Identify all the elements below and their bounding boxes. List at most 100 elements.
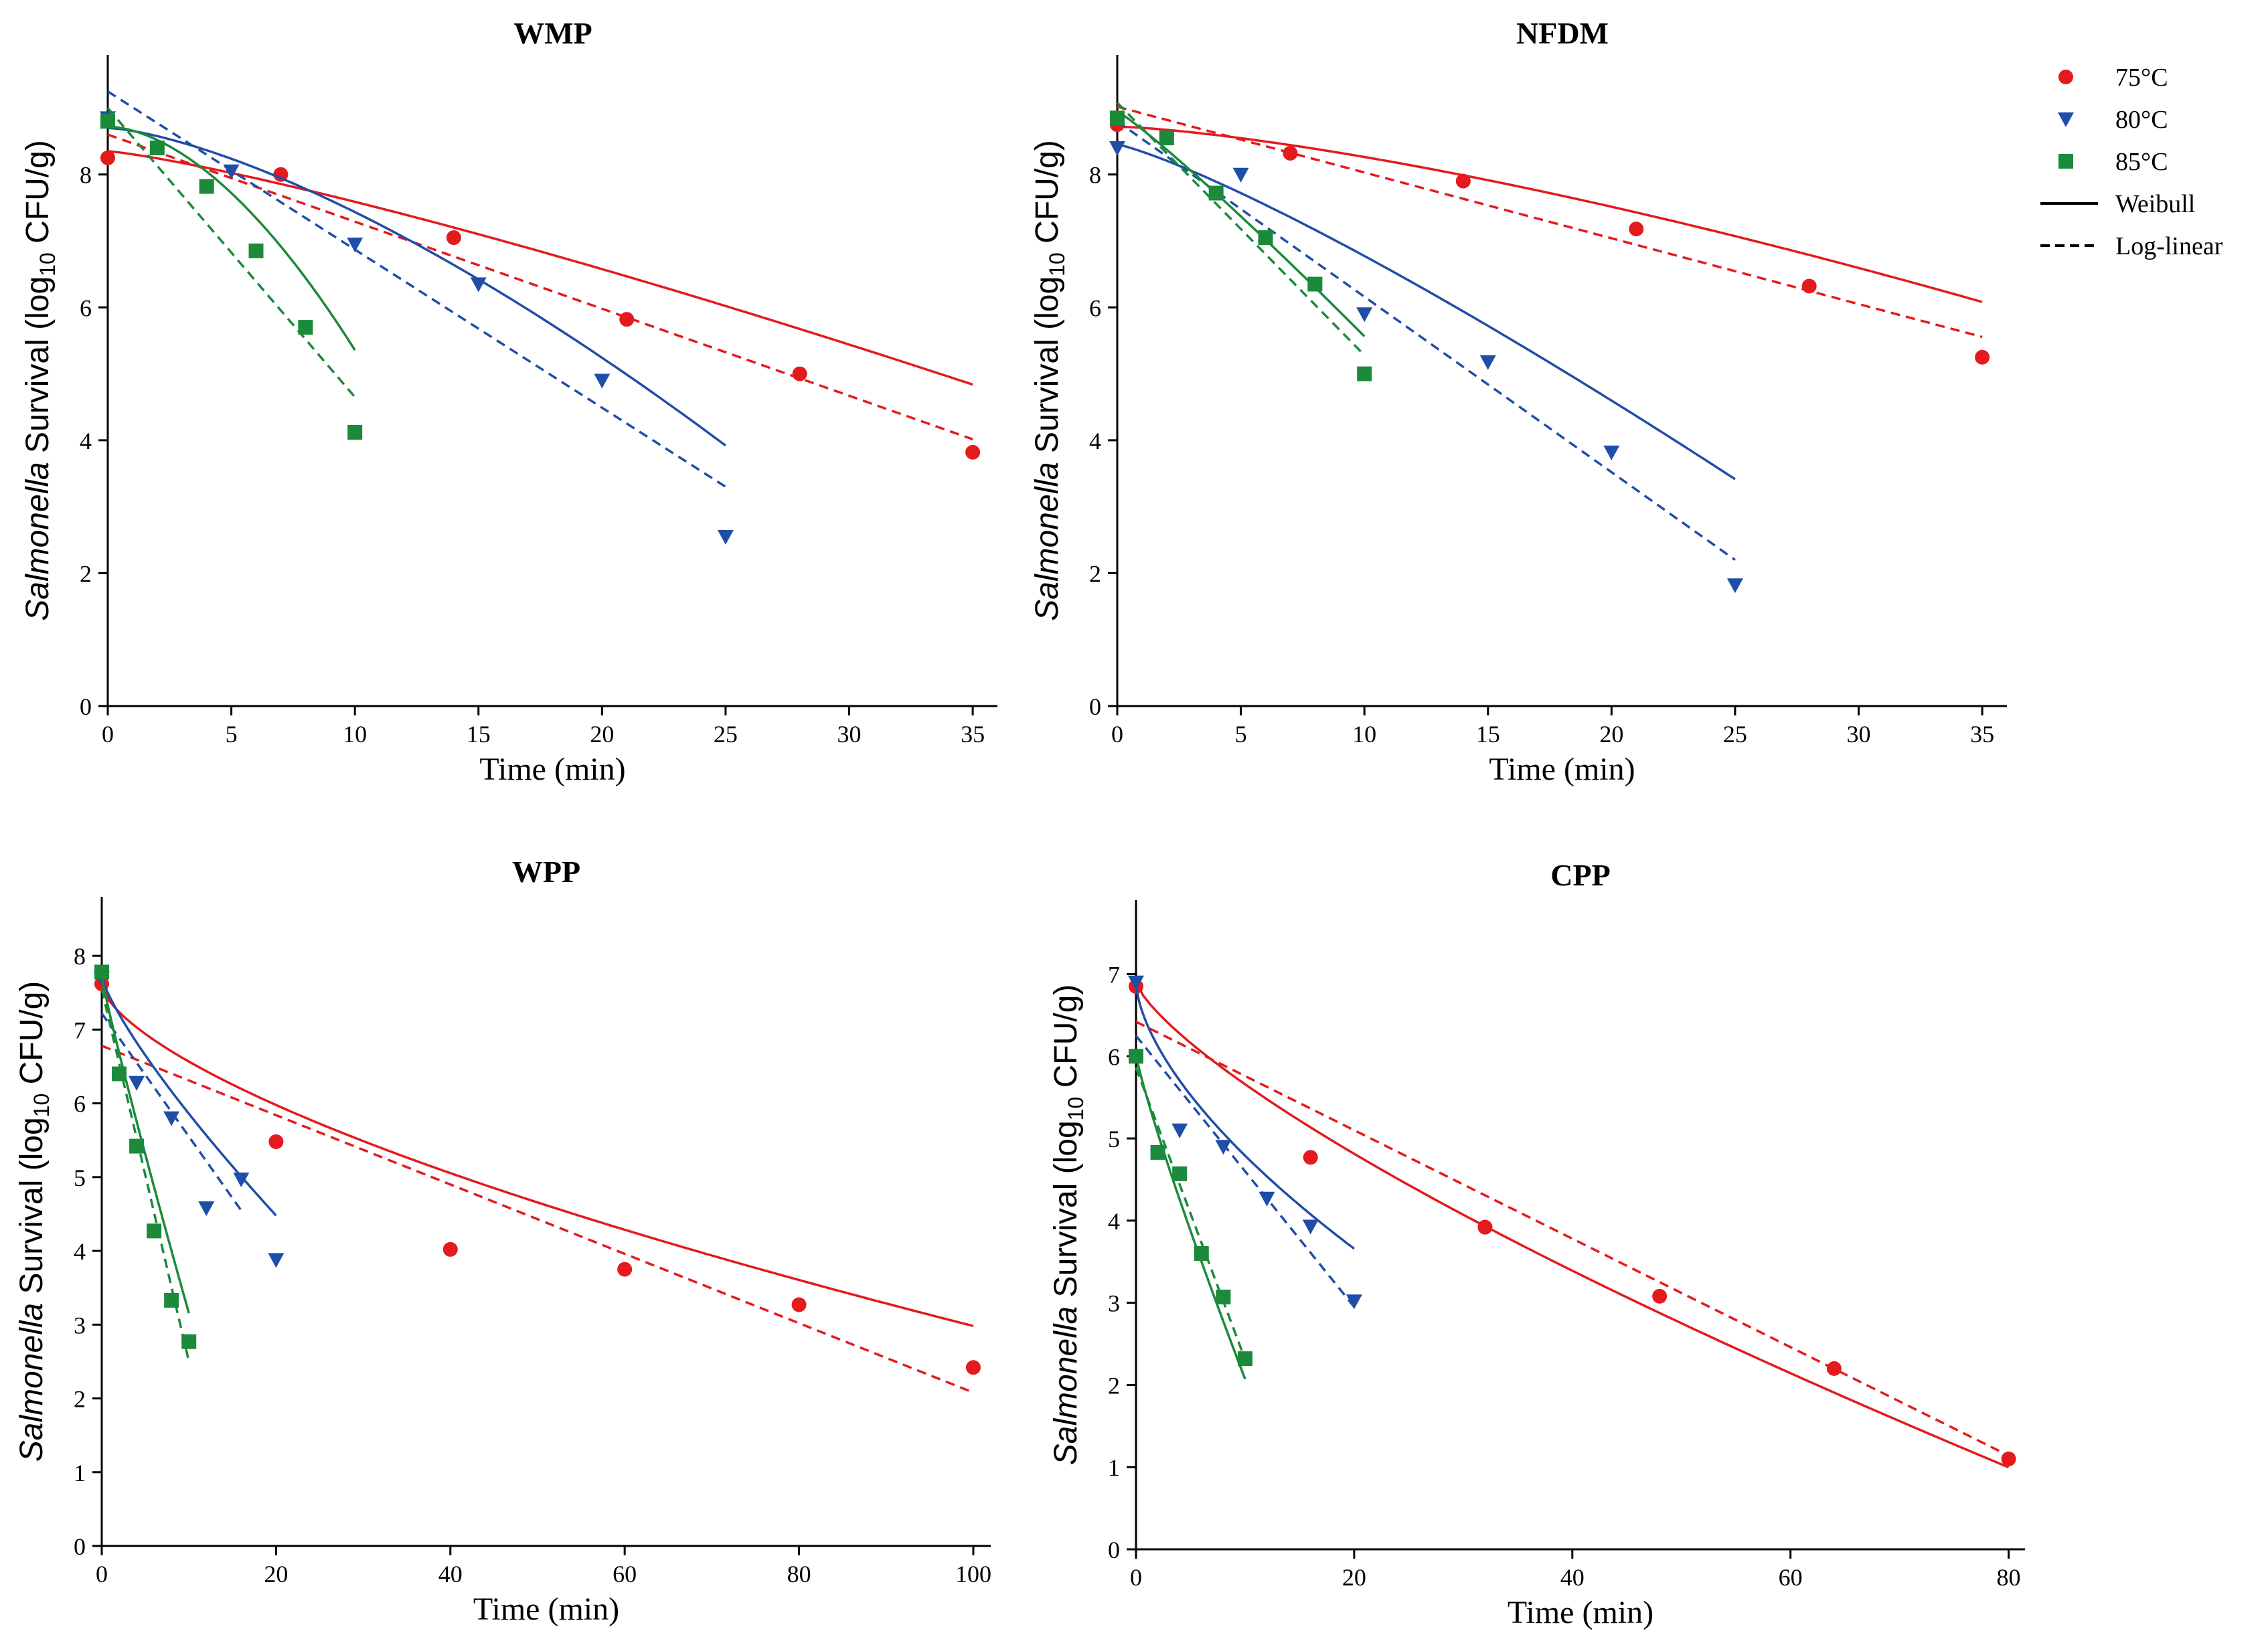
data-point [1216, 1290, 1231, 1305]
data-point [1603, 445, 1620, 460]
data-point [181, 1334, 197, 1349]
data-point [1302, 1219, 1319, 1235]
legend-label: Weibull [2115, 190, 2195, 218]
panel-wpp: WPP 0 20 40 60 80 100 0 1 2 3 4 5 6 7 8 Time (min) Salmon… [14, 855, 991, 1627]
y-tick-label: 7 [74, 1017, 86, 1043]
data-point [1215, 1140, 1232, 1155]
weibull-fit-line [100, 976, 277, 1217]
legend-marker-triangle [2058, 112, 2074, 127]
data-point [248, 243, 264, 258]
x-axis-label: Time (min) [1489, 752, 1635, 787]
log-linear-fit-line [1117, 105, 1983, 339]
x-tick-label: 35 [961, 721, 985, 748]
y-tick-label: 0 [1089, 693, 1101, 720]
x-tick-label: 20 [1342, 1564, 1366, 1591]
data-point [1629, 222, 1644, 237]
series-s85 [1110, 102, 1372, 381]
data-point [198, 1201, 215, 1217]
x-tick-label: 100 [955, 1561, 991, 1587]
legend-entry: Weibull [2040, 190, 2195, 218]
data-point [1477, 1219, 1493, 1235]
x-tick-label: 0 [102, 721, 114, 748]
x-axis-label: Time (min) [1508, 1595, 1653, 1630]
data-point [1128, 975, 1144, 990]
x-tick-label: 10 [343, 721, 367, 748]
x-tick-label: 60 [1779, 1564, 1803, 1591]
data-point [619, 312, 635, 327]
y-axis-label: Salmonella Survival (log10 CFU/g) [20, 140, 60, 621]
x-tick-label: 5 [226, 721, 238, 748]
series-s75 [1129, 978, 2016, 1469]
data-point [100, 114, 115, 129]
x-tick-label: 35 [1970, 721, 1994, 748]
x-tick-label: 40 [1560, 1564, 1585, 1591]
data-point [1479, 355, 1496, 370]
data-point [1307, 276, 1323, 292]
y-tick-label: 8 [74, 943, 86, 970]
series-s75 [1110, 105, 1990, 365]
x-tick-label: 15 [467, 721, 491, 748]
data-point [298, 320, 313, 335]
y-tick-label: 4 [1089, 428, 1101, 454]
x-tick-label: 30 [837, 721, 862, 748]
data-point [1346, 1294, 1362, 1310]
weibull-fit-line [107, 125, 356, 351]
weibull-fit-line [1135, 1054, 1246, 1380]
y-tick-label: 2 [1089, 560, 1101, 587]
x-axis-label: Time (min) [479, 752, 625, 787]
data-point [470, 277, 487, 292]
data-point [1258, 230, 1273, 246]
data-point [1232, 167, 1249, 183]
data-point [1150, 1144, 1165, 1160]
x-tick-label: 0 [96, 1561, 108, 1587]
data-point [446, 230, 461, 246]
y-tick-label: 0 [80, 693, 92, 720]
data-point [100, 150, 115, 165]
y-tick-label: 3 [74, 1312, 86, 1338]
x-axis-label: Time (min) [473, 1591, 619, 1627]
y-tick-label: 3 [1108, 1290, 1120, 1317]
weibull-fit-line [1117, 110, 1366, 337]
legend-marker-circle [2058, 70, 2073, 84]
x-tick-label: 80 [787, 1561, 811, 1587]
data-point [965, 1360, 981, 1375]
log-linear-fit-line [1116, 102, 1366, 356]
data-point [129, 1075, 145, 1091]
panel-title: NFDM [1516, 16, 1609, 50]
panel-wmp: WMP 0 5 10 15 20 25 30 35 0 2 4 6 8 Time (min) Salmonel… [20, 16, 997, 787]
x-tick-label: 60 [613, 1561, 637, 1587]
data-point [233, 1173, 250, 1188]
data-point [1208, 185, 1224, 201]
data-point [1357, 366, 1372, 381]
data-point [594, 373, 611, 389]
y-tick-label: 1 [1108, 1454, 1120, 1481]
x-tick-label: 0 [1111, 721, 1123, 748]
panel-nfdm: NFDM 0 5 10 15 20 25 30 35 0 2 4 6 8 Time (min) Salmone… [1030, 16, 2007, 787]
series-s85 [100, 107, 363, 440]
data-point [1652, 1288, 1668, 1304]
data-point [1726, 578, 1743, 594]
y-tick-label: 0 [74, 1533, 86, 1560]
log-linear-fit-line [1135, 1067, 1246, 1360]
x-tick-label: 40 [438, 1561, 463, 1587]
weibull-fit-line [107, 126, 726, 447]
legend-marker-square [2058, 154, 2073, 169]
legend-label: 75°C [2115, 64, 2168, 92]
data-point [1826, 1361, 1842, 1376]
data-point [1110, 110, 1125, 126]
legend-entry: Log-linear [2040, 232, 2223, 260]
x-tick-label: 20 [590, 721, 614, 748]
data-point [1455, 173, 1471, 189]
y-axis-label: Salmonella Survival (log10 CFU/g) [1048, 984, 1088, 1466]
log-linear-fit-line [1135, 1021, 2010, 1457]
data-point [129, 1138, 145, 1154]
weibull-fit-line [100, 976, 190, 1314]
log-linear-fit-line [106, 107, 356, 398]
data-point [1356, 307, 1373, 323]
data-point [199, 179, 214, 194]
weibull-fit-line [1135, 981, 2010, 1469]
x-tick-label: 25 [1723, 721, 1747, 748]
data-point [1194, 1245, 1209, 1261]
series-s80 [100, 90, 734, 545]
data-point [1303, 1150, 1318, 1165]
